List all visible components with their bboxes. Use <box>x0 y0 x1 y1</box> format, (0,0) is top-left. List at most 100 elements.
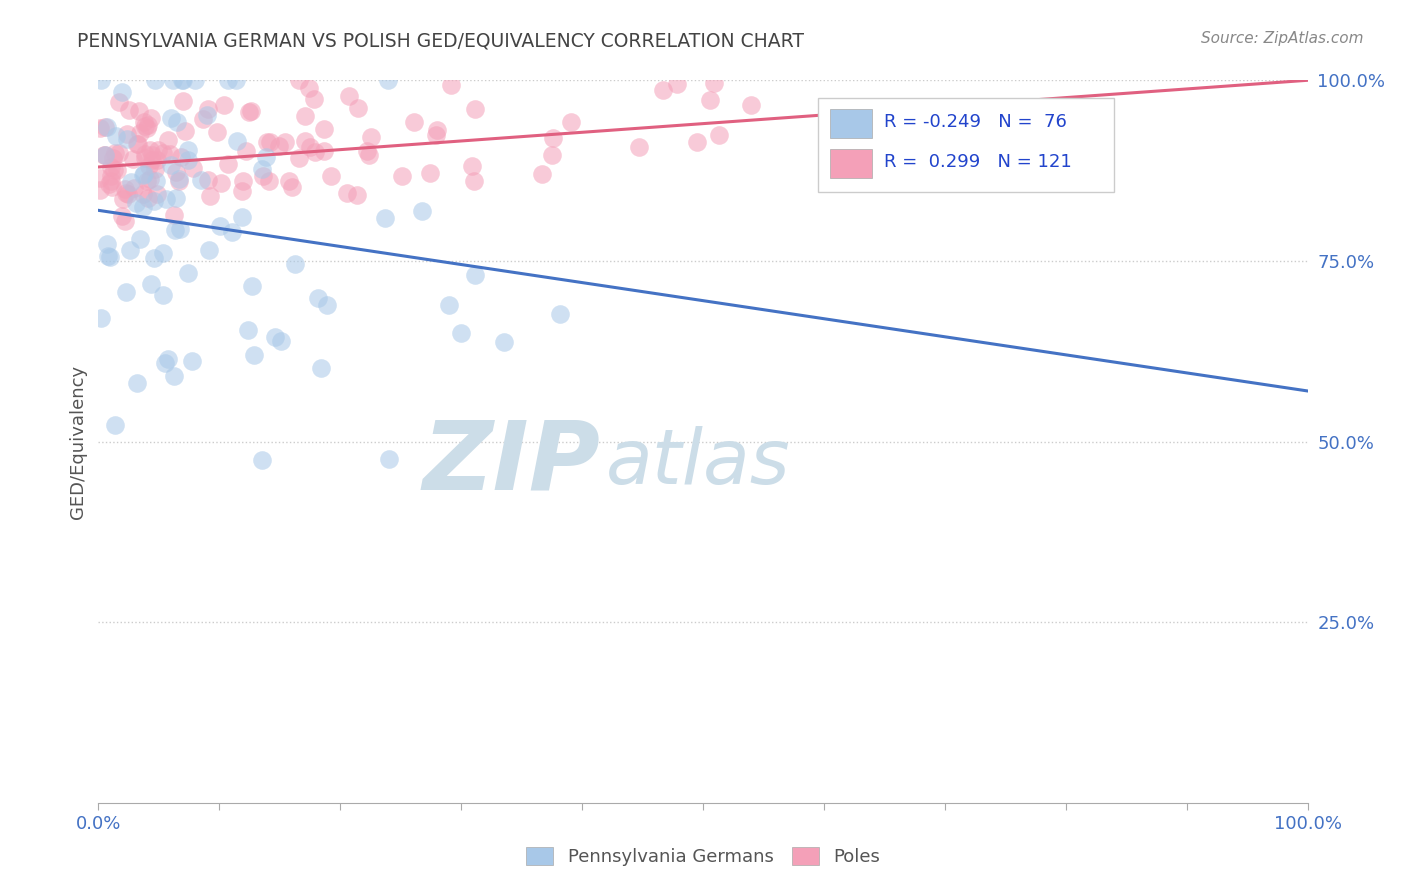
Point <box>254 150 277 164</box>
Point <box>439 298 461 312</box>
Point <box>96 237 118 252</box>
Point <box>492 335 515 350</box>
Point <box>162 369 184 384</box>
Point <box>111 85 134 99</box>
Point <box>172 73 194 87</box>
Point <box>464 268 486 283</box>
Point <box>90 73 112 87</box>
Point <box>157 133 180 147</box>
Point <box>288 73 311 87</box>
Point <box>155 192 177 206</box>
Point <box>114 182 136 196</box>
Point <box>94 148 117 162</box>
Point <box>377 73 399 87</box>
Point <box>141 111 163 125</box>
Point <box>212 98 235 112</box>
Point <box>105 163 128 178</box>
Point <box>297 80 319 95</box>
Point <box>146 143 169 157</box>
Point <box>440 78 463 93</box>
Point <box>307 291 329 305</box>
Point <box>231 184 253 198</box>
Point <box>195 108 218 122</box>
Point <box>273 135 295 149</box>
Point <box>112 192 135 206</box>
Point <box>232 174 254 188</box>
Point <box>359 147 381 161</box>
Point <box>167 174 190 188</box>
Point <box>543 130 565 145</box>
Point <box>89 170 111 185</box>
Point <box>259 135 281 149</box>
Point <box>132 167 155 181</box>
Point <box>302 92 325 106</box>
FancyBboxPatch shape <box>830 109 872 138</box>
Point <box>315 298 337 312</box>
Point <box>267 138 290 153</box>
Point <box>209 219 232 233</box>
Point <box>170 150 193 164</box>
Point <box>114 214 136 228</box>
Point <box>132 200 155 214</box>
Point <box>163 208 186 222</box>
Point <box>425 128 447 142</box>
Point <box>134 114 156 128</box>
Point <box>136 121 159 136</box>
Point <box>94 147 117 161</box>
Point <box>104 146 127 161</box>
Point <box>221 225 243 239</box>
Point <box>198 243 221 257</box>
Point <box>183 73 205 87</box>
Point <box>402 115 425 129</box>
Point <box>740 97 762 112</box>
Point <box>686 135 709 149</box>
Point <box>101 151 124 165</box>
Point <box>339 89 361 103</box>
Point <box>142 251 165 265</box>
Point <box>288 151 311 165</box>
Point <box>177 153 200 168</box>
Point <box>190 173 212 187</box>
Point <box>157 351 180 366</box>
Point <box>177 266 200 280</box>
Point <box>270 334 292 348</box>
Text: R =  0.299   N = 121: R = 0.299 N = 121 <box>884 153 1073 171</box>
Point <box>450 326 472 340</box>
Point <box>100 160 122 174</box>
Point <box>138 172 160 186</box>
Point <box>627 140 650 154</box>
Text: PENNSYLVANIA GERMAN VS POLISH GED/EQUIVALENCY CORRELATION CHART: PENNSYLVANIA GERMAN VS POLISH GED/EQUIVA… <box>77 31 804 50</box>
Point <box>136 118 159 132</box>
Point <box>117 132 139 146</box>
Point <box>238 105 260 120</box>
Point <box>166 114 188 128</box>
Point <box>356 145 378 159</box>
Point <box>277 174 299 188</box>
Point <box>153 356 176 370</box>
Point <box>191 112 214 127</box>
FancyBboxPatch shape <box>818 98 1114 193</box>
Point <box>346 188 368 202</box>
Point <box>163 223 186 237</box>
Point <box>240 279 263 293</box>
Point <box>530 167 553 181</box>
Point <box>197 172 219 186</box>
Point <box>97 249 120 263</box>
Legend: Pennsylvania Germans, Poles: Pennsylvania Germans, Poles <box>519 839 887 873</box>
Point <box>89 120 111 135</box>
Point <box>160 111 183 125</box>
Point <box>848 120 870 135</box>
Point <box>360 130 382 145</box>
Point <box>120 175 142 189</box>
Point <box>139 277 162 291</box>
Point <box>198 189 221 203</box>
Point <box>169 222 191 236</box>
Point <box>141 148 163 162</box>
Point <box>124 181 146 195</box>
Text: ZIP: ZIP <box>422 417 600 509</box>
Point <box>115 285 138 300</box>
Point <box>134 151 156 165</box>
Point <box>90 310 112 325</box>
Point <box>122 152 145 166</box>
Point <box>100 174 122 188</box>
